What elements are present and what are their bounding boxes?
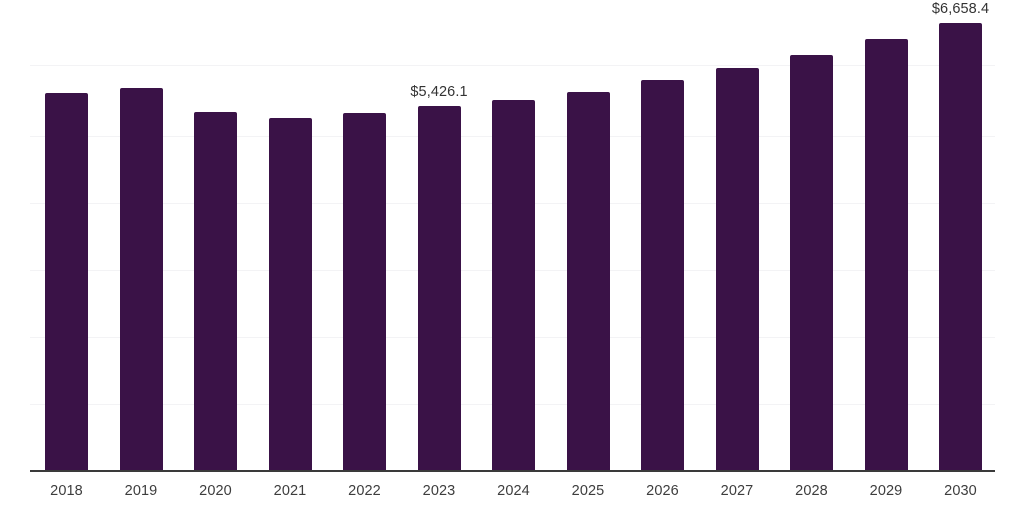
x-tick-2020: 2020: [199, 483, 232, 499]
x-tick-2018: 2018: [50, 483, 83, 499]
x-tick-2029: 2029: [869, 483, 903, 499]
plot-area: [30, 0, 995, 470]
bar-2020[interactable]: [194, 112, 237, 470]
gridline: [30, 65, 995, 66]
x-tick-2021: 2021: [273, 483, 307, 499]
bar-2021[interactable]: [268, 118, 312, 470]
bar-2028[interactable]: [790, 54, 833, 470]
bar-2026[interactable]: [641, 79, 684, 470]
bar-2027[interactable]: [715, 67, 759, 470]
bar-2029[interactable]: [864, 38, 908, 470]
x-axis-line: [30, 470, 995, 472]
bar-2019[interactable]: [119, 88, 163, 470]
x-tick-2022: 2022: [348, 483, 381, 499]
bar-2025[interactable]: [566, 91, 610, 470]
value-label-2023: $5,426.1: [410, 83, 468, 100]
x-tick-2024: 2024: [497, 483, 530, 499]
x-tick-2025: 2025: [571, 483, 605, 499]
x-tick-2028: 2028: [795, 483, 828, 499]
bar-2024[interactable]: [492, 99, 535, 470]
bar-2018[interactable]: [45, 93, 88, 470]
x-tick-2023: 2023: [422, 483, 456, 499]
x-tick-2019: 2019: [124, 483, 158, 499]
x-tick-2030: 2030: [944, 483, 977, 499]
value-label-2030: $6,658.4: [931, 0, 990, 17]
bar-2022[interactable]: [343, 113, 386, 470]
x-tick-2027: 2027: [720, 483, 754, 499]
x-tick-2026: 2026: [646, 483, 679, 499]
bar-2023[interactable]: [417, 105, 461, 470]
bar-2030[interactable]: [939, 22, 982, 470]
